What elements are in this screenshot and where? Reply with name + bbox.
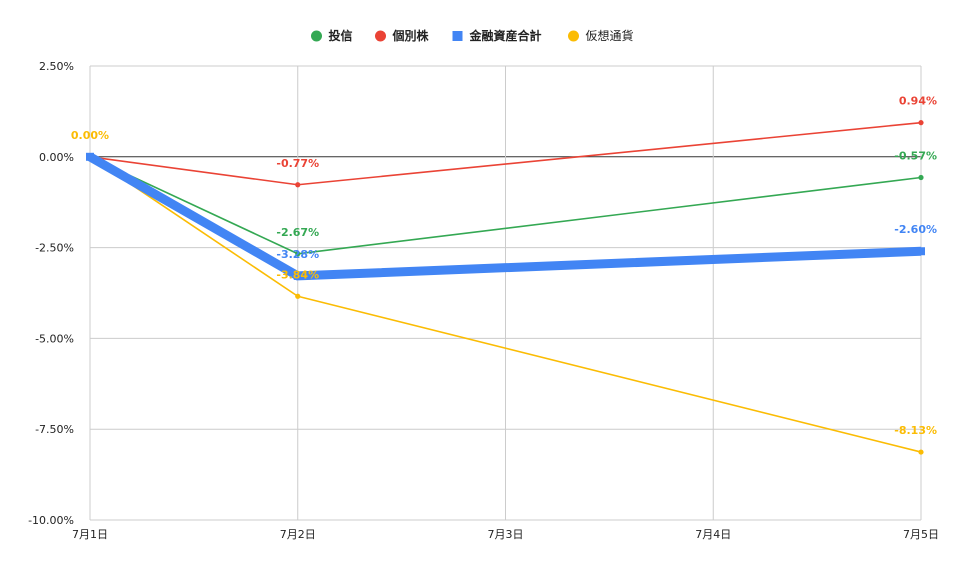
data-point: [918, 449, 924, 455]
data-point: [293, 271, 302, 280]
x-tick-label: 7月2日: [280, 528, 316, 541]
x-tick-label: 7月4日: [695, 528, 731, 541]
y-tick-label: 2.50%: [39, 60, 74, 73]
data-label: -8.13%: [894, 424, 937, 437]
legend-item-仮想通貨: 仮想通貨: [568, 28, 634, 43]
legend-square-icon: [452, 31, 463, 41]
legend-item-金融資産合計: 金融資産合計: [452, 28, 542, 43]
legend-item-個別株: 個別株: [375, 28, 430, 43]
data-point: [918, 174, 924, 181]
data-labels: -2.67% -0.57% -0.77% 0.94% -3.28% -2.60% 0.00%…: [71, 95, 937, 437]
legend-label: 金融資産合計: [469, 28, 542, 43]
series-lines: [86, 120, 925, 455]
legend: 投信 個別株 金融資産合計 仮想通貨: [311, 28, 634, 43]
data-label: -3.84%: [276, 268, 319, 281]
legend-item-投信: 投信: [311, 28, 353, 43]
legend-circle-icon: [568, 30, 579, 42]
data-point: [918, 120, 924, 126]
legend-label: 仮想通貨: [586, 28, 634, 43]
x-tick-label: 7月1日: [72, 528, 108, 541]
y-tick-label: -10.00%: [28, 514, 74, 527]
y-tick-label: -5.00%: [35, 332, 74, 345]
x-tick-label: 7月3日: [488, 528, 524, 541]
grid-lines: [89, 65, 922, 521]
data-label: -0.77%: [276, 157, 319, 170]
legend-circle-icon: [311, 30, 322, 42]
y-tick-label: -2.50%: [35, 242, 74, 255]
data-point: [295, 251, 301, 257]
data-point: [295, 182, 301, 188]
legend-circle-icon: [375, 30, 386, 42]
data-point: [295, 293, 301, 299]
data-label: -2.60%: [894, 223, 937, 236]
data-label: -2.67%: [276, 226, 319, 239]
data-label: 0.94%: [899, 95, 937, 108]
data-point: [917, 247, 925, 256]
legend-label: 投信: [329, 28, 353, 43]
axes: 2.50% 0.00% -2.50% -5.00% -7.50% -10.00%7月1日 7…: [28, 60, 939, 541]
legend-label: 個別株: [392, 28, 430, 43]
data-label: -3.28%: [276, 248, 319, 261]
data-label: -0.57%: [894, 150, 937, 163]
data-point: [86, 152, 94, 161]
data-label: 0.00%: [71, 129, 109, 142]
y-tick-label: -7.50%: [35, 423, 74, 436]
y-tick-label: 0.00%: [39, 151, 74, 164]
x-tick-label: 7月5日: [903, 528, 939, 541]
